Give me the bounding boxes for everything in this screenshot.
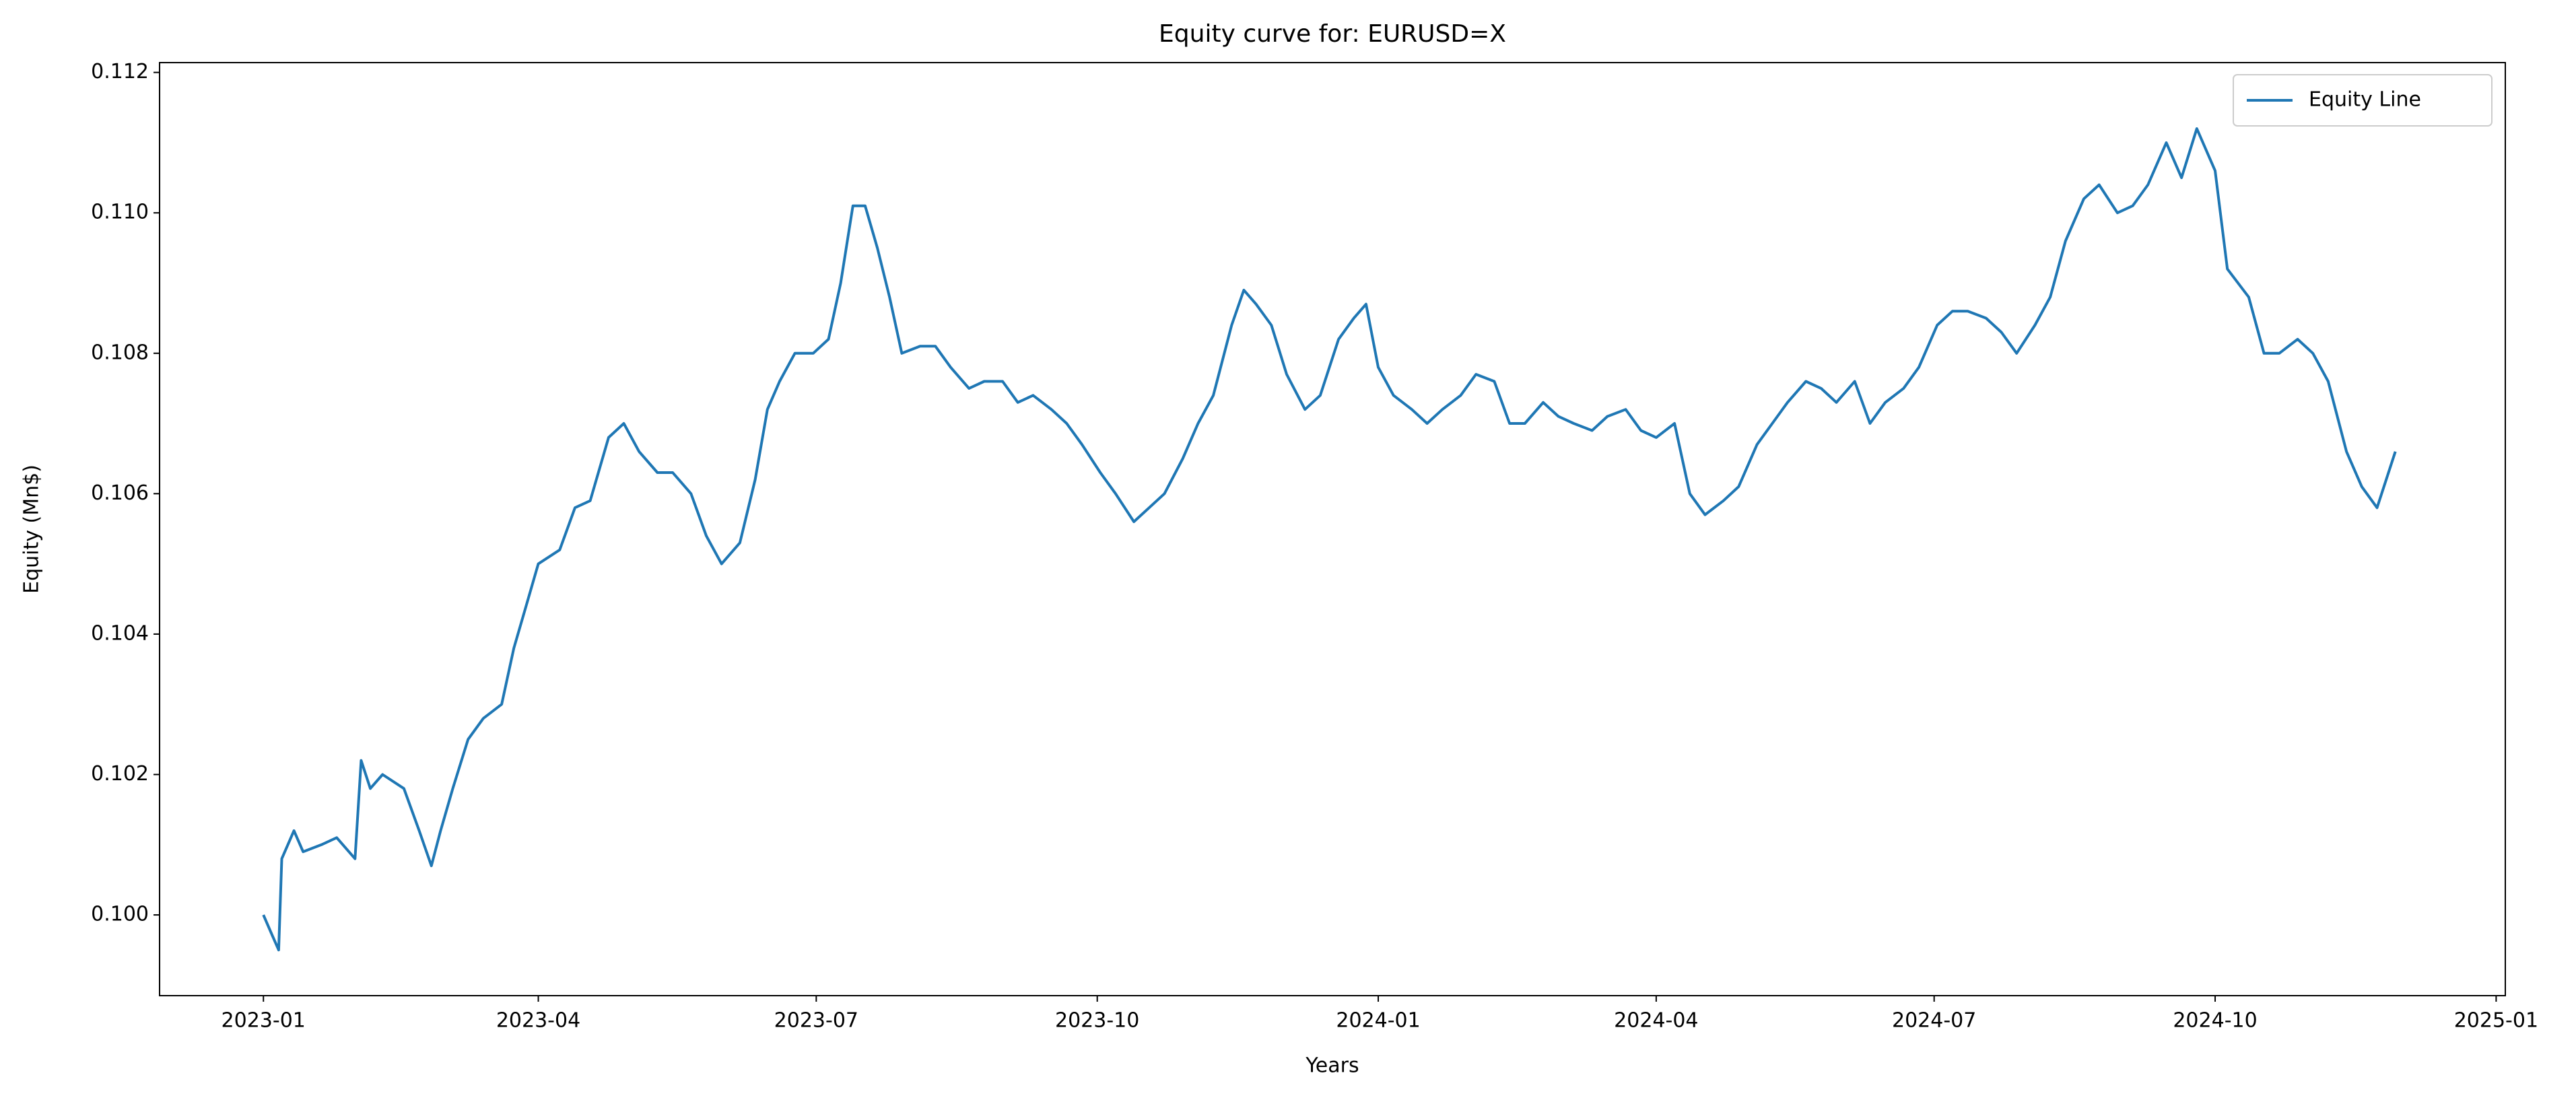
x-tick-label: 2023-10 [1055,1009,1139,1033]
x-tick-label: 2024-01 [1336,1009,1420,1033]
equity-line [262,127,2397,952]
y-tick-label: 0.110 [91,201,149,224]
x-tick-label: 2025-01 [2454,1009,2538,1033]
x-tick-label: 2023-07 [774,1009,858,1033]
x-tick-label: 2023-01 [222,1009,306,1033]
y-tick-label: 0.100 [91,903,149,926]
x-tick-label: 2024-07 [1892,1009,1976,1033]
legend-box [2233,74,2493,127]
chart-title: Equity curve for: EURUSD=X [1159,20,1506,48]
x-tick-label: 2024-04 [1614,1009,1698,1033]
y-tick-label: 0.106 [91,481,149,505]
plot-frame [159,62,2506,996]
legend-label: Equity Line [2309,88,2421,112]
y-tick-label: 0.108 [91,341,149,364]
y-tick-label: 0.104 [91,621,149,645]
y-tick-label: 0.112 [91,60,149,83]
x-axis-label: Years [1305,1054,1359,1078]
y-tick-label: 0.102 [91,762,149,786]
y-axis-label: Equity (Mn$) [20,465,44,594]
x-tick-label: 2024-10 [2173,1009,2257,1033]
x-tick-label: 2023-04 [496,1009,580,1033]
